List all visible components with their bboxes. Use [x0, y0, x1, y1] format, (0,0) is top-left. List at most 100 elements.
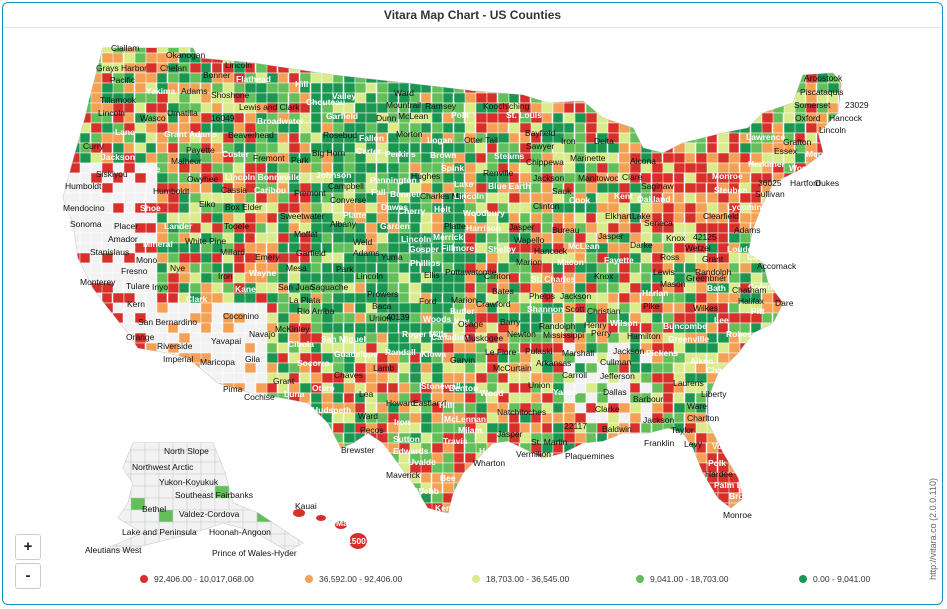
county-cell[interactable] — [541, 512, 554, 523]
county-cell[interactable] — [310, 432, 323, 444]
county-cell[interactable] — [530, 52, 542, 64]
county-cell[interactable] — [255, 442, 267, 454]
county-cell[interactable] — [684, 43, 697, 54]
county-cell[interactable] — [134, 432, 146, 444]
county-cell[interactable] — [420, 222, 433, 234]
county-cell[interactable] — [607, 82, 621, 94]
county-cell[interactable] — [266, 422, 280, 434]
county-cell[interactable] — [365, 122, 379, 134]
county-cell[interactable] — [200, 212, 213, 224]
county-cell[interactable] — [805, 252, 819, 264]
county-cell[interactable] — [816, 432, 828, 444]
county-cell[interactable] — [79, 252, 91, 264]
county-cell[interactable] — [530, 472, 542, 484]
county-cell[interactable] — [585, 502, 598, 513]
county-cell[interactable] — [178, 272, 192, 284]
county-cell[interactable] — [662, 122, 675, 134]
county-cell[interactable] — [277, 492, 289, 504]
county-cell[interactable] — [475, 72, 488, 84]
county-cell[interactable] — [805, 512, 819, 523]
county-cell[interactable] — [717, 222, 729, 234]
county-cell[interactable] — [409, 62, 423, 74]
county-cell[interactable] — [574, 432, 588, 444]
county-cell[interactable] — [464, 52, 476, 64]
county-cell[interactable] — [673, 112, 686, 124]
county-cell[interactable] — [376, 372, 389, 384]
county-cell[interactable] — [145, 212, 159, 224]
county-cell[interactable] — [167, 412, 179, 424]
county-cell[interactable] — [145, 62, 158, 74]
county-cell[interactable] — [750, 432, 764, 444]
county-cell[interactable] — [144, 438, 160, 451]
county-cell[interactable] — [156, 412, 170, 424]
county-cell[interactable] — [574, 212, 586, 224]
county-cell[interactable] — [662, 152, 676, 164]
county-cell[interactable] — [607, 512, 619, 523]
county-cell[interactable] — [761, 92, 774, 104]
county-cell[interactable] — [772, 232, 786, 244]
county-cell[interactable] — [816, 302, 828, 314]
county-cell[interactable] — [783, 492, 795, 504]
county-cell[interactable] — [145, 222, 157, 234]
county-cell[interactable] — [321, 432, 334, 444]
county-cell[interactable] — [640, 132, 652, 144]
county-cell[interactable] — [256, 461, 272, 475]
county-cell[interactable] — [158, 485, 174, 499]
county-cell[interactable] — [431, 62, 445, 74]
county-cell[interactable] — [728, 82, 742, 94]
county-cell[interactable] — [651, 402, 665, 414]
county-cell[interactable] — [112, 482, 126, 494]
county-cell[interactable] — [123, 112, 135, 124]
county-cell[interactable] — [761, 142, 774, 154]
county-cell[interactable] — [838, 182, 850, 194]
legend-item[interactable]: 18,703.00 - 36,545.00 — [472, 574, 569, 584]
county-cell[interactable] — [79, 302, 92, 314]
county-cell[interactable] — [794, 462, 806, 474]
county-cell[interactable] — [409, 422, 421, 434]
county-cell[interactable] — [277, 132, 289, 144]
county-cell[interactable] — [497, 62, 511, 74]
county-cell[interactable] — [794, 52, 808, 64]
county-cell[interactable] — [101, 452, 114, 464]
county-cell[interactable] — [79, 492, 91, 504]
county-cell[interactable] — [68, 92, 81, 104]
county-cell[interactable] — [277, 52, 290, 64]
county-cell[interactable] — [695, 142, 707, 154]
county-cell[interactable] — [90, 442, 102, 454]
county-cell[interactable] — [255, 452, 267, 464]
county-cell[interactable] — [794, 332, 807, 344]
county-cell[interactable] — [90, 392, 104, 404]
county-cell[interactable] — [607, 122, 621, 134]
county-cell[interactable] — [728, 43, 740, 54]
county-cell[interactable] — [772, 412, 784, 424]
county-cell[interactable] — [101, 312, 115, 324]
county-cell[interactable] — [618, 112, 632, 124]
county-cell[interactable] — [794, 122, 806, 134]
county-cell[interactable] — [277, 292, 290, 304]
county-cell[interactable] — [794, 302, 806, 314]
county-cell[interactable] — [541, 472, 553, 484]
county-cell[interactable] — [270, 438, 286, 451]
county-cell[interactable] — [662, 162, 676, 174]
county-cell[interactable] — [629, 272, 643, 284]
county-cell[interactable] — [332, 482, 345, 494]
county-cell[interactable] — [838, 162, 851, 174]
county-cell[interactable] — [596, 162, 609, 174]
county-cell[interactable] — [827, 442, 841, 454]
county-cell[interactable] — [123, 372, 136, 384]
county-cell[interactable] — [58, 392, 71, 404]
county-cell[interactable] — [343, 382, 357, 394]
county-cell[interactable] — [387, 382, 399, 394]
county-cell[interactable] — [354, 162, 368, 174]
county-cell[interactable] — [277, 402, 290, 414]
county-cell[interactable] — [189, 182, 201, 194]
county-cell[interactable] — [684, 82, 697, 94]
county-cell[interactable] — [277, 442, 289, 454]
county-cell[interactable] — [270, 533, 286, 547]
county-cell[interactable] — [618, 282, 632, 294]
county-cell[interactable] — [838, 282, 849, 294]
county-cell[interactable] — [805, 222, 817, 234]
county-cell[interactable] — [783, 372, 796, 384]
county-cell[interactable] — [794, 252, 806, 264]
county-cell[interactable] — [805, 192, 819, 204]
